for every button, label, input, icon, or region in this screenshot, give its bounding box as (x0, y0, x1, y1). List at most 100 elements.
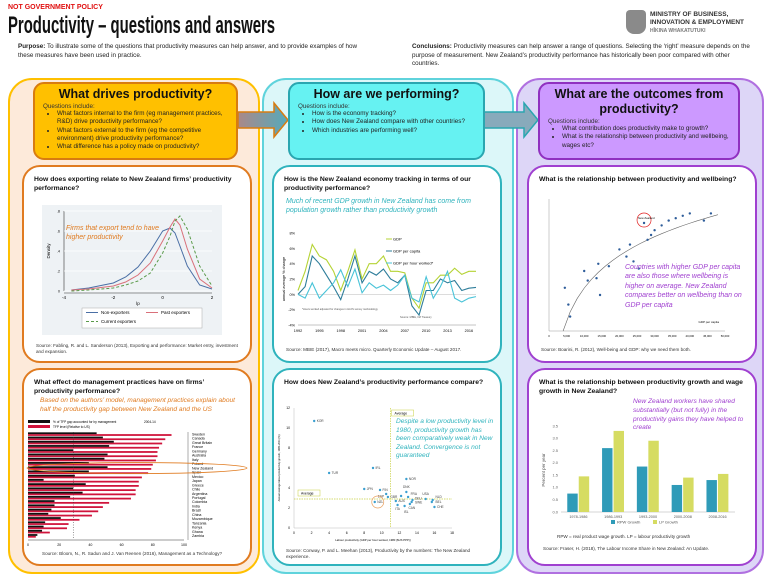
bar-management (28, 512, 49, 515)
x-tick-label: -4 (62, 295, 66, 300)
point-label: NLD (435, 495, 442, 499)
bar-management (28, 432, 97, 435)
data-point (406, 495, 410, 499)
y-tick-label: .2 (57, 270, 60, 274)
category-label: India (192, 504, 200, 508)
source-note: Source: MBIE (2017), Macro meets micro. … (286, 347, 462, 352)
legend-swatch (28, 425, 50, 428)
x-tick-label: 10 (380, 531, 384, 535)
bar-management (28, 529, 43, 532)
logo-line: MINISTRY OF BUSINESS, (650, 11, 729, 18)
y-axis-label: Density (46, 243, 51, 259)
x-tick-label: 16 (433, 531, 437, 535)
data-point (625, 255, 628, 258)
conclusions-text: Productivity measures can help answer a … (412, 43, 750, 67)
bar-tfp (28, 510, 99, 513)
category-label: Greece (192, 483, 204, 487)
y-tick-label: 6% (290, 247, 296, 251)
data-point (394, 499, 398, 503)
bar-tfp (28, 497, 131, 500)
bar-management (28, 504, 55, 507)
y-tick-label: 3.5 (552, 423, 558, 428)
bar-lp-growth (648, 440, 659, 512)
data-point (384, 492, 388, 496)
bar-management (28, 440, 114, 443)
header-box-performance: How are we performing? Questions include… (288, 82, 485, 160)
bar-management (28, 534, 38, 536)
bar-rpw-growth (567, 493, 578, 512)
card-management: What effect do management practices have… (22, 368, 252, 566)
trend-line (562, 214, 719, 332)
point-label: JPN (367, 487, 374, 491)
average-label: Average (395, 411, 408, 415)
purpose: Purpose: To illustrate some of the quest… (18, 43, 363, 60)
x-tick-label: 0 (161, 295, 164, 300)
question-item: What factors external to the firm (eg th… (57, 127, 228, 144)
y-tick-label: -4% (288, 324, 295, 328)
chart-annotation: Firms that export tend to have higher pr… (66, 225, 159, 242)
bar-management (28, 521, 46, 524)
x-tick-label: 4 (328, 531, 330, 535)
data-point (688, 212, 691, 215)
coat-of-arms-icon (626, 10, 646, 34)
x-axis-label: Labour productivity (GDP per hour worked… (335, 538, 411, 542)
x-tick-label: 1995 (315, 329, 323, 333)
arrow-icon (483, 100, 539, 140)
data-point (563, 286, 567, 289)
source-note: Source: Bloom, N., R. Sadun and J. Van R… (42, 551, 223, 556)
data-point (386, 495, 390, 499)
point-label: ITA (395, 507, 401, 511)
point-label: FRA (411, 492, 418, 496)
data-point (642, 221, 646, 225)
bar-tfp (28, 451, 158, 453)
y-tick-label: 2.5 (552, 448, 558, 453)
point-label: New Zealand (638, 216, 655, 220)
category-label: Brazil (192, 509, 201, 513)
y-tick-label: 0 (288, 526, 290, 530)
x-tick-label: 2 (311, 531, 313, 535)
x-tick-label: 100 (181, 543, 187, 547)
y-tick-label: 8 (288, 446, 290, 450)
data-point (433, 505, 436, 509)
source-note: Source: Fraser, H. (2018), The Labour In… (543, 546, 710, 551)
bar-rpw-growth (602, 448, 613, 512)
data-point (583, 269, 586, 273)
x-tick-label: 35,000 (668, 334, 677, 338)
x-tick-label: 15,000 (598, 334, 607, 338)
bar-management (28, 491, 83, 494)
category-label: Sweden (192, 432, 205, 436)
point-label: ISL (404, 510, 409, 514)
x-tick-label: 80 (151, 543, 155, 547)
point-label: TUR (332, 471, 339, 475)
point-label: ESP (378, 495, 384, 499)
question-item: Which industries are performing well? (312, 127, 475, 135)
y-tick-label: 3.0 (552, 436, 558, 441)
point-label: SWE (415, 501, 422, 505)
series-line (71, 227, 213, 291)
x-tick-label: 1998 (336, 329, 344, 333)
bar-management (28, 466, 108, 469)
source-note: Source: Conway, P. and L. Meehan (2013),… (286, 548, 471, 559)
x-tick-label: 60 (120, 543, 124, 547)
chart-annotation: Countries with higher GDP per capita are… (625, 264, 742, 309)
category-label: Ghana (192, 530, 203, 534)
bar-management (28, 474, 75, 477)
category-label: China (192, 513, 201, 517)
bar-tfp (28, 446, 160, 449)
average-label-box (391, 409, 414, 417)
questions-intro: Questions include: (298, 103, 350, 110)
point-label: BEL (436, 500, 442, 504)
data-point (637, 267, 640, 270)
bar-tfp (28, 493, 136, 496)
question-item: How does New Zealand compare with other … (312, 118, 475, 126)
legend-label: Non-exporters (101, 310, 130, 315)
data-point (327, 471, 331, 475)
category-label: Zambia (192, 534, 204, 538)
chart-annotation: New Zealand workers have shared substant… (633, 398, 744, 432)
bar-tfp (28, 485, 139, 487)
data-point (597, 262, 600, 265)
section-title: What are the outcomes from productivity? (554, 87, 724, 116)
y-axis-label: annual average % change (282, 257, 286, 301)
x-tick-label: 25,000 (633, 334, 642, 338)
card-title: What is the relationship between product… (539, 176, 737, 183)
